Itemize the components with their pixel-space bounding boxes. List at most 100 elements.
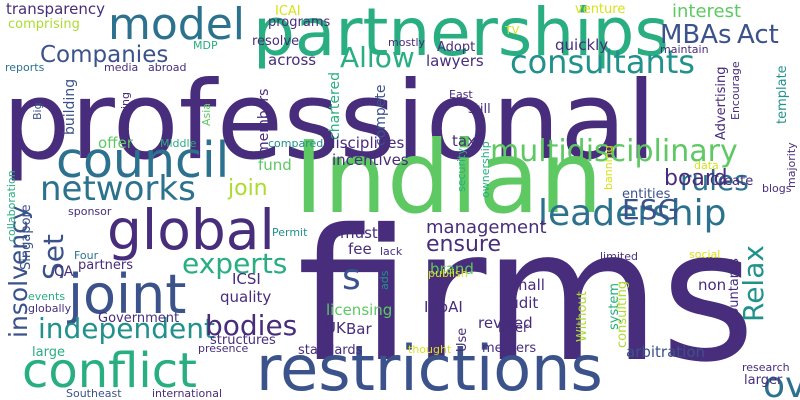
word-sponsor: sponsor: [68, 205, 112, 218]
word-across: across: [268, 51, 317, 69]
word-icoai: ICoAI: [424, 298, 463, 316]
word-networks: networks: [40, 169, 196, 209]
word-still: still: [468, 102, 491, 117]
word-programs: programs: [268, 15, 331, 30]
word-ads: ads: [378, 270, 391, 290]
word-globally: globally: [28, 302, 72, 315]
word-companies: Companies: [40, 42, 169, 68]
word-council: council: [56, 132, 230, 189]
word-fee: fee: [348, 240, 372, 258]
word-thought: thought: [408, 343, 452, 356]
word-partnerships: partnerships: [253, 0, 669, 71]
word-oversight: oversight: [763, 365, 800, 400]
word-experts: experts: [182, 247, 288, 280]
word-standards: standards: [298, 343, 363, 358]
word-interest: interest: [672, 1, 742, 22]
word-international: international: [152, 387, 223, 400]
word-s: s: [342, 257, 361, 298]
word-non: non: [698, 276, 727, 294]
word-multidisciplinary: multidisciplinary: [490, 134, 738, 169]
word-arbitration: arbitration: [626, 343, 706, 361]
word-management: management: [426, 217, 547, 238]
word-bodies: bodies: [205, 309, 298, 342]
word-consultants: consultants: [510, 43, 695, 81]
word-audit: audit: [500, 294, 539, 312]
word-lack: lack: [380, 245, 403, 258]
word-events: events: [28, 290, 66, 303]
word-professional: professional: [2, 59, 657, 184]
word-joint: joint: [68, 263, 187, 326]
word-conflict: conflict: [22, 343, 197, 399]
word-rules: rules: [680, 164, 749, 197]
word-brand: brand: [430, 260, 474, 278]
word-permit: Permit: [272, 226, 308, 239]
word-ensure: ensure: [426, 232, 501, 257]
word-mbas: MBAs: [660, 20, 732, 50]
word-quickly: quickly: [555, 36, 609, 54]
word-ensuring: ensuring: [119, 92, 132, 140]
word-adopt: Adopt: [437, 40, 476, 55]
word-encourage: Encourage: [729, 61, 742, 120]
word-security: security: [455, 148, 468, 192]
word-media: media: [104, 61, 139, 74]
word-singapore: Singapore: [19, 204, 34, 270]
word-offer: offer: [98, 134, 133, 152]
word-data: data: [694, 159, 719, 172]
word-licensing: licensing: [326, 301, 393, 319]
word-mostly: mostly: [388, 36, 426, 49]
word-template: template: [775, 65, 790, 124]
word-relax: Relax: [737, 245, 770, 322]
word-partners: partners: [78, 258, 134, 273]
word-lawyers: lawyers: [426, 52, 484, 70]
word-chartered: chartered: [327, 72, 343, 140]
word-must: must: [340, 224, 378, 242]
word-limited: limited: [600, 250, 638, 263]
word-government: Government: [98, 311, 180, 326]
word-fund: fund: [258, 156, 292, 174]
word-southeast: Southeast: [66, 387, 122, 400]
word-join: join: [228, 176, 268, 201]
word-ca: CA: [54, 264, 74, 280]
word-ownership: ownership: [479, 141, 492, 198]
word-without: Without: [575, 291, 590, 342]
word-maintain: maintain: [660, 43, 709, 56]
word-collaboration: collaboration: [5, 170, 18, 242]
word-act: Act: [737, 20, 779, 50]
word-uk: UK: [325, 319, 346, 337]
word-blogs: blogs: [762, 182, 792, 195]
word-entities: entities: [622, 187, 671, 202]
word-icai: ICAI: [275, 4, 301, 19]
word-middle: Middle: [160, 137, 197, 150]
word-reports: reports: [5, 61, 45, 74]
word-independent: independent: [38, 312, 215, 345]
word-icsi: ICSI: [232, 270, 261, 288]
word-board: board: [664, 166, 728, 191]
word-revised: revised: [478, 314, 533, 332]
word-firms: firms: [297, 190, 756, 400]
word-social: social: [689, 248, 721, 261]
word-disciplines: disciplines: [326, 134, 405, 152]
word-model: model: [108, 0, 246, 50]
word-mergers: mergers: [482, 341, 537, 356]
word-tv: TV: [505, 24, 520, 37]
word-create: Create: [710, 174, 754, 189]
word-consulting: consulting: [615, 280, 630, 348]
word-esg: ESG: [622, 193, 680, 226]
word-building: building: [62, 78, 78, 135]
word-abroad: abroad: [148, 61, 187, 74]
word-publish: publish: [428, 267, 468, 280]
word-mdp: MDP: [193, 39, 218, 52]
word-transparency: transparency: [6, 0, 105, 18]
word-comprising: comprising: [8, 17, 80, 32]
word-restrictions: restrictions: [256, 332, 603, 400]
word-venture: venture: [575, 2, 626, 17]
word-inter: inter: [498, 321, 529, 336]
word-incentives: incentives: [332, 151, 409, 169]
word-larger: larger: [744, 373, 783, 388]
word-indian: Indian: [294, 119, 603, 236]
word-advertising: Advertising: [714, 66, 729, 140]
word-compared: compared: [268, 137, 324, 150]
word-large: large: [32, 345, 65, 360]
word-global: global: [107, 198, 275, 262]
